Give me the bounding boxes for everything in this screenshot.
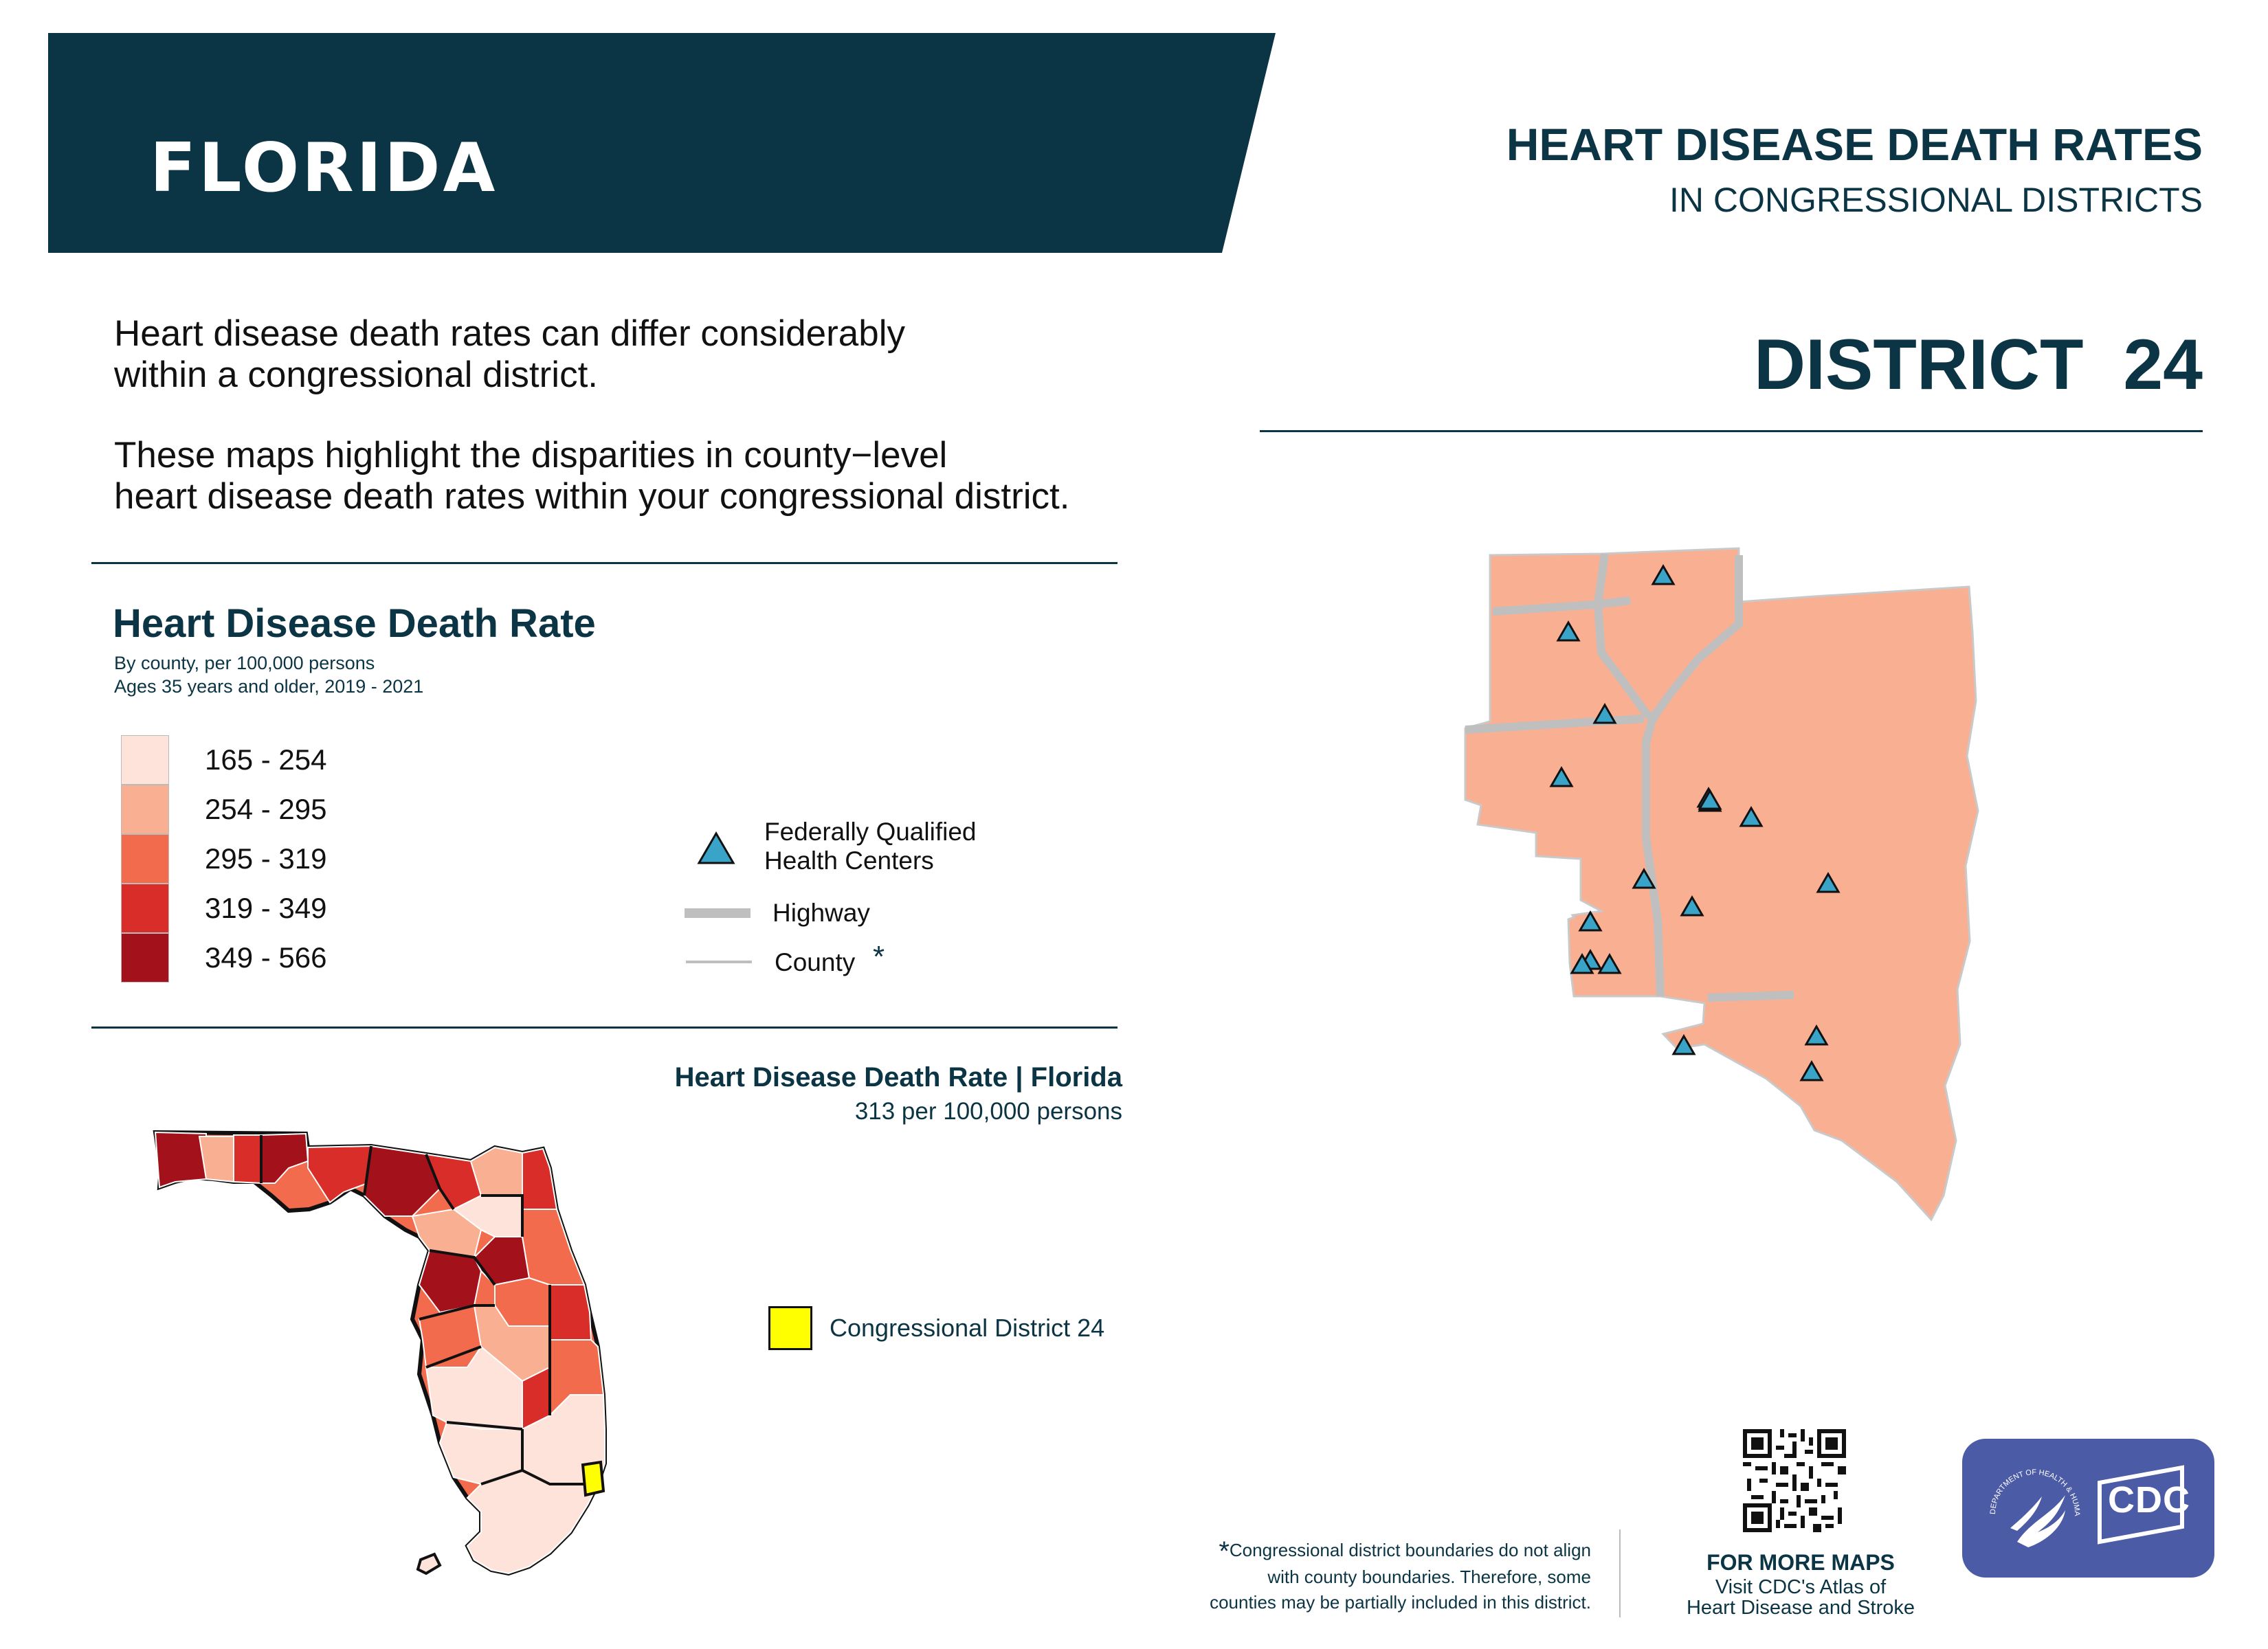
- legend-swatch: [121, 735, 169, 785]
- state-rate: 313 per 100,000 persons: [854, 1098, 1122, 1125]
- health-center-marker: [1799, 1059, 1824, 1081]
- legend-swatch: [121, 884, 169, 933]
- county-legend-label: County: [775, 948, 856, 976]
- health-center-marker: [1698, 788, 1722, 810]
- legend-class-label: 254 - 295: [205, 793, 327, 825]
- health-center-marker: [1632, 867, 1656, 889]
- district-24-highlight: [581, 1460, 605, 1497]
- legend-title: Heart Disease Death Rate: [113, 601, 596, 646]
- county-line-icon: [686, 961, 752, 963]
- intro-line: heart disease death rates within your co…: [114, 476, 1070, 517]
- legend-subtitle: By county, per 100,000 persons: [114, 653, 375, 673]
- footer-separator: [1619, 1529, 1621, 1617]
- state-name: FLORIDA: [150, 129, 498, 207]
- island: [416, 1552, 442, 1575]
- qr-code-icon[interactable]: [1743, 1429, 1846, 1532]
- district-legend-swatch: [768, 1306, 812, 1350]
- legend-class-label: 319 - 349: [205, 892, 327, 924]
- district-label: DISTRICT 24: [1754, 325, 2203, 405]
- hhs-seal-icon: DEPARTMENT OF HEALTH & HUMAN SERVICES · …: [1959, 1433, 2184, 1547]
- cdc-wordmark: CDC: [2108, 1479, 2190, 1521]
- legend-swatch: [121, 834, 169, 884]
- legend-swatch: [121, 785, 169, 834]
- footnote-line: counties may be partially included in th…: [1210, 1592, 1591, 1613]
- health-center-marker: [1570, 952, 1594, 974]
- legend-class-label: 165 - 254: [205, 743, 327, 776]
- asterisk: *: [1219, 1536, 1230, 1567]
- highway-line-icon: [685, 908, 751, 918]
- asterisk: *: [873, 940, 885, 974]
- footnote-line: with county boundaries. Therefore, some: [1267, 1567, 1591, 1587]
- health-center-markers: [1549, 563, 1841, 1081]
- svg-text:DEPARTMENT OF HEALTH & HUMAN S: DEPARTMENT OF HEALTH & HUMAN SERVICES · …: [1962, 1439, 2081, 1516]
- health-center-marker: [1816, 871, 1841, 893]
- district-highways: [1465, 553, 1794, 1002]
- fqhc-legend-label: Health Centers: [764, 846, 934, 875]
- fqhc-legend-label: Federally Qualified: [764, 818, 977, 846]
- health-center-marker: [1680, 895, 1704, 917]
- health-center-marker: [1549, 765, 1574, 787]
- district-24-area: [1464, 547, 1979, 1222]
- page-subtitle: IN CONGRESSIONAL DISTRICTS: [1669, 181, 2203, 219]
- health-center-marker: [1556, 620, 1581, 642]
- intro-line: These maps highlight the disparities in …: [114, 435, 948, 475]
- legend-class-label: 349 - 566: [205, 941, 327, 974]
- legend-class-label: 295 - 319: [205, 842, 327, 875]
- legend-subtitle: Ages 35 years and older, 2019 - 2021: [114, 676, 424, 697]
- divider: [91, 1027, 1118, 1029]
- health-center-marker: [1651, 563, 1676, 585]
- page-title: HEART DISEASE DEATH RATES: [1506, 119, 2203, 170]
- health-center-marker: [1671, 1033, 1696, 1055]
- legend-swatch: [121, 933, 169, 983]
- divider: [1260, 430, 2203, 432]
- health-center-icon: [697, 831, 735, 864]
- health-center-marker: [1804, 1024, 1829, 1046]
- health-center-marker: [1597, 952, 1622, 974]
- footnote-line: Congressional district boundaries do not…: [1229, 1540, 1591, 1560]
- health-center-marker: [1592, 702, 1617, 724]
- highway-legend-label: Highway: [772, 899, 870, 927]
- divider: [91, 562, 1118, 564]
- district-legend-label: Congressional District 24: [830, 1314, 1105, 1342]
- florida-district-boundaries: [260, 1135, 598, 1485]
- intro-line: Heart disease death rates can differ con…: [114, 313, 905, 354]
- health-center-marker: [1739, 805, 1764, 827]
- boundary-footnote: *Congressional district boundaries do no…: [1210, 1538, 1591, 1615]
- intro-line: within a congressional district.: [114, 355, 599, 395]
- health-center-marker: [1578, 910, 1603, 932]
- cdc-hhs-logo[interactable]: DEPARTMENT OF HEALTH & HUMAN SERVICES · …: [1959, 1433, 2214, 1578]
- state-map-title: Heart Disease Death Rate | Florida: [674, 1062, 1122, 1092]
